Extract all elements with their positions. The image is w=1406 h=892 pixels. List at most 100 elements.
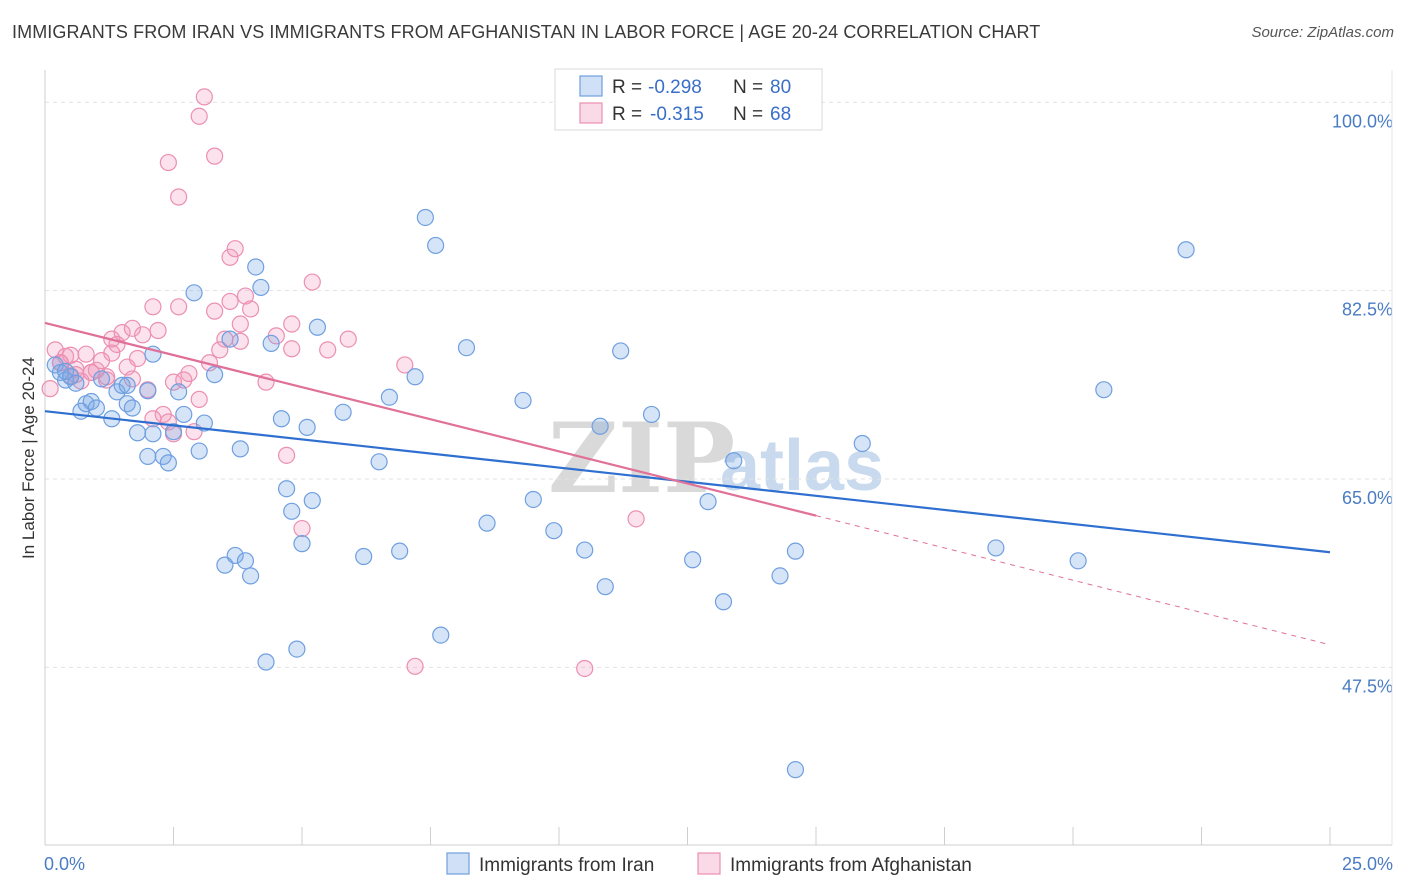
- iran-point: [262, 334, 280, 353]
- iran-point: [545, 522, 563, 540]
- afghanistan-point: [180, 364, 198, 383]
- afghanistan-point: [41, 380, 59, 398]
- afghanistan-point: [339, 330, 357, 348]
- afghanistan-point: [221, 248, 239, 266]
- iran-point: [591, 417, 609, 435]
- trend-lines: [44, 321, 1331, 646]
- iran-point: [87, 399, 106, 417]
- iran-point: [786, 761, 805, 779]
- watermark-zip: ZIP: [548, 402, 735, 515]
- iran-points: [46, 208, 1195, 779]
- afghanistan-point: [123, 319, 141, 337]
- iran-point: [293, 535, 311, 553]
- afghan-trend-line: [44, 321, 817, 517]
- legend-box: R = -0.298 N = 80 R = -0.315 N = 68: [554, 68, 823, 131]
- iran-point: [370, 453, 388, 471]
- bottom-legend-iran-swatch: [446, 852, 470, 875]
- afghanistan-point: [576, 659, 594, 678]
- iran-point: [92, 370, 111, 388]
- iran-point: [185, 284, 203, 302]
- afghanistan-point: [396, 356, 414, 374]
- iran-point: [67, 374, 85, 392]
- legend-iran-swatch: [579, 75, 603, 97]
- iran-point: [252, 278, 270, 297]
- iran-point: [298, 418, 316, 436]
- afghanistan-point: [226, 240, 244, 258]
- iran-point: [853, 434, 871, 453]
- bottom-legend: Immigrants from Iran Immigrants from Afg…: [446, 852, 972, 876]
- iran-point: [786, 542, 805, 560]
- iran-point: [355, 547, 373, 566]
- afghanistan-point: [149, 321, 167, 340]
- iran-point: [159, 454, 177, 472]
- iran-point: [190, 442, 208, 460]
- afghanistan-point: [283, 340, 301, 358]
- x-tick-label-min: 0.0%: [44, 854, 85, 874]
- iran-point: [432, 626, 450, 644]
- iran-point: [334, 403, 352, 421]
- iran-point: [272, 410, 291, 428]
- afghanistan-point: [170, 298, 188, 316]
- legend-afghan-swatch: [579, 102, 603, 124]
- iran-point: [596, 578, 614, 596]
- iran-point: [139, 447, 157, 466]
- iran-point: [206, 366, 224, 384]
- afghanistan-point: [113, 324, 131, 342]
- iran-point: [987, 539, 1005, 557]
- afghanistan-point: [195, 88, 213, 106]
- iran-point: [308, 318, 327, 336]
- legend-iran-n-label: N =: [733, 77, 763, 98]
- iran-point: [113, 376, 131, 394]
- afghanistan-point: [190, 107, 208, 125]
- source-credit: Source: ZipAtlas.com: [1251, 24, 1394, 41]
- legend-afghan-r-value: -0.315: [650, 104, 704, 125]
- iran-point: [1069, 552, 1087, 570]
- iran-point: [221, 330, 239, 348]
- afghanistan-point: [206, 147, 224, 165]
- iran-point: [231, 440, 249, 458]
- afghanistan-point: [236, 287, 255, 305]
- afghanistan-point: [46, 341, 64, 359]
- y-tick-label: 82.5%: [1342, 300, 1393, 320]
- iran-point: [144, 425, 162, 443]
- iran-point: [118, 376, 136, 394]
- afghanistan-point: [319, 341, 337, 359]
- afghanistan-point: [627, 510, 645, 528]
- iran-point: [164, 423, 183, 441]
- iran-point: [457, 339, 476, 357]
- legend-iran-r-value: -0.298: [648, 77, 702, 98]
- iran-point: [612, 342, 630, 360]
- iran-point: [56, 371, 75, 389]
- iran-point: [242, 567, 260, 585]
- iran-point: [277, 480, 296, 498]
- afghanistan-point: [190, 390, 208, 408]
- afghanistan-point: [221, 292, 239, 311]
- afghanistan-point: [164, 373, 183, 391]
- legend-iran-n-value: 80: [770, 77, 791, 98]
- afghanistan-point: [77, 345, 95, 363]
- bottom-legend-afghan-label: Immigrants from Afghanistan: [730, 855, 972, 876]
- bottom-legend-afghan-swatch: [697, 852, 721, 875]
- iran-point: [416, 208, 434, 227]
- afghanistan-point: [242, 300, 260, 318]
- iran-point: [427, 236, 445, 255]
- y-tick-label: 47.5%: [1342, 676, 1393, 696]
- iran-point: [257, 653, 275, 671]
- iran-point: [478, 514, 496, 532]
- afghanistan-point: [159, 153, 177, 172]
- iran-trend-line: [44, 410, 1331, 554]
- legend-afghan-r-label: R =: [612, 104, 642, 125]
- iran-point: [684, 551, 702, 569]
- iran-point: [699, 493, 717, 511]
- iran-point: [170, 383, 188, 401]
- x-tick-label-max: 25.0%: [1342, 854, 1393, 874]
- iran-point: [123, 399, 141, 417]
- afghanistan-point: [170, 188, 188, 206]
- y-axis-label: In Labor Force | Age 20-24: [19, 357, 38, 559]
- afghanistan-point: [283, 315, 301, 333]
- iran-point: [56, 362, 75, 380]
- iran-point: [128, 424, 147, 442]
- iran-point: [406, 368, 424, 386]
- afghanistan-point: [206, 302, 224, 320]
- watermark-atlas: atlas: [720, 426, 884, 506]
